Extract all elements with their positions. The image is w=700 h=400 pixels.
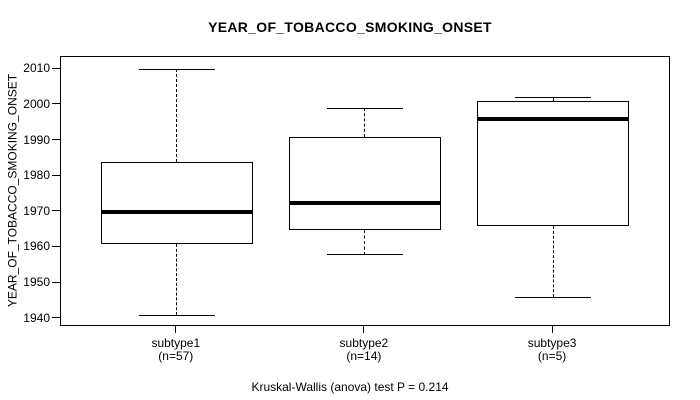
upper-whisker	[552, 97, 554, 102]
y-axis-tick	[52, 103, 60, 105]
y-axis-tick	[52, 210, 60, 212]
plot-area	[60, 56, 670, 326]
y-axis-tick	[52, 67, 60, 69]
x-axis-tick	[551, 326, 553, 333]
category-label: subtype1	[151, 336, 201, 350]
upper-whisker-cap	[138, 68, 215, 70]
iqr-box	[477, 101, 630, 227]
lower-whisker-cap	[326, 254, 403, 256]
y-tick-label: 1970	[23, 203, 50, 218]
x-tick-label: subtype2 (n=14)	[294, 337, 434, 363]
chart-title: YEAR_OF_TOBACCO_SMOKING_ONSET	[208, 19, 492, 35]
y-tick-label: 1950	[23, 275, 50, 290]
median-line	[477, 117, 630, 122]
lower-whisker-cap	[138, 314, 215, 316]
category-label: subtype2	[339, 336, 389, 350]
y-tick-label: 1940	[23, 310, 50, 325]
upper-whisker	[176, 69, 178, 162]
median-line	[288, 200, 441, 205]
iqr-box	[288, 136, 441, 230]
median-line	[100, 209, 253, 214]
lower-whisker-cap	[515, 296, 592, 298]
x-tick-label: subtype1 (n=57)	[106, 337, 246, 363]
category-count-label: (n=5)	[537, 349, 567, 363]
upper-whisker-cap	[515, 97, 592, 99]
y-tick-label: 1980	[23, 168, 50, 183]
lower-whisker	[176, 243, 178, 316]
lower-whisker	[552, 226, 554, 298]
category-count-label: (n=14)	[346, 349, 382, 363]
y-tick-label: 1960	[23, 239, 50, 254]
y-axis-tick	[52, 281, 60, 283]
y-axis-tick	[52, 317, 60, 319]
y-tick-label: 2000	[23, 96, 50, 111]
x-axis-tick	[175, 326, 177, 333]
y-axis-tick	[52, 174, 60, 176]
x-axis-tick	[363, 326, 365, 333]
y-axis-tick	[52, 245, 60, 247]
category-count-label: (n=57)	[158, 349, 194, 363]
category-label: subtype3	[527, 336, 577, 350]
upper-whisker-cap	[326, 107, 403, 109]
caption: Kruskal-Wallis (anova) test P = 0.214	[251, 380, 449, 394]
y-tick-label: 2010	[23, 61, 50, 76]
lower-whisker	[364, 229, 366, 255]
y-tick-label: 1990	[23, 132, 50, 147]
iqr-box	[100, 161, 253, 244]
upper-whisker	[364, 108, 366, 137]
x-tick-label: subtype3 (n=5)	[482, 337, 622, 363]
y-axis-tick	[52, 139, 60, 141]
